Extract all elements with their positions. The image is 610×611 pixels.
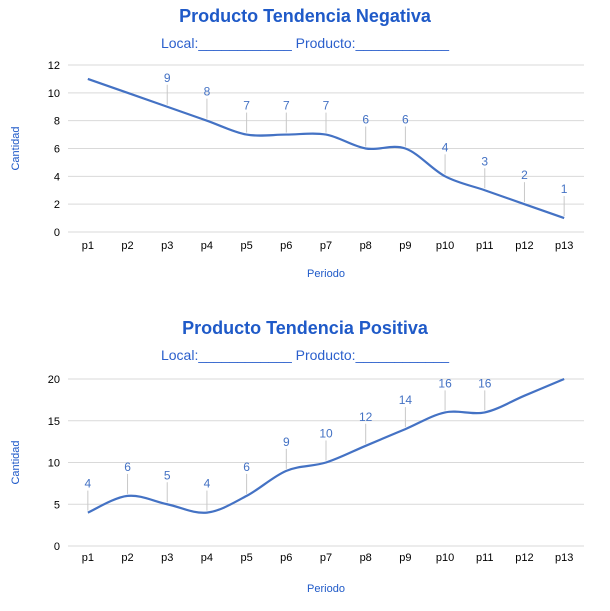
chart-title: Producto Tendencia Positiva — [182, 318, 428, 338]
x-tick-label: p3 — [161, 552, 173, 564]
data-label: 7 — [323, 99, 330, 113]
data-label: 4 — [85, 477, 92, 491]
data-label: 3 — [481, 154, 488, 168]
x-tick-label: p2 — [121, 240, 133, 252]
y-tick-label: 15 — [48, 416, 60, 428]
x-axis-label: Periodo — [307, 583, 345, 595]
y-axis-label: Cantidad — [10, 440, 22, 484]
data-label: 4 — [442, 140, 449, 154]
x-tick-label: p13 — [555, 552, 573, 564]
chart-title: Producto Tendencia Negativa — [179, 6, 431, 26]
x-tick-label: p9 — [399, 240, 411, 252]
y-tick-label: 10 — [48, 458, 60, 470]
x-tick-label: p11 — [476, 552, 494, 564]
data-label: 12 — [359, 410, 373, 424]
x-tick-label: p7 — [320, 240, 332, 252]
chart-subtitle: Local:____________ Producto:____________ — [160, 35, 450, 51]
x-tick-label: p4 — [201, 240, 213, 252]
x-tick-label: p5 — [240, 552, 252, 564]
data-label: 2 — [521, 168, 528, 182]
data-label: 1 — [561, 182, 568, 196]
y-tick-label: 2 — [54, 199, 60, 211]
x-tick-label: p11 — [476, 240, 494, 252]
y-tick-label: 4 — [54, 171, 60, 183]
x-tick-label: p10 — [436, 240, 454, 252]
data-label: 4 — [204, 477, 211, 491]
data-label: 16 — [438, 376, 452, 390]
data-label: 9 — [164, 71, 171, 85]
x-tick-label: p2 — [121, 552, 133, 564]
data-label: 9 — [283, 435, 290, 449]
x-tick-label: p1 — [82, 240, 94, 252]
data-label: 7 — [283, 99, 290, 113]
y-tick-label: 6 — [54, 144, 60, 156]
data-label: 14 — [399, 393, 413, 407]
x-tick-label: p3 — [161, 240, 173, 252]
x-tick-label: p6 — [280, 552, 292, 564]
data-label: 5 — [164, 468, 171, 482]
y-tick-label: 0 — [54, 541, 60, 553]
x-tick-label: p5 — [240, 240, 252, 252]
data-label: 6 — [362, 113, 369, 127]
x-tick-label: p1 — [82, 552, 94, 564]
x-tick-label: p12 — [515, 240, 533, 252]
data-label: 7 — [243, 99, 250, 113]
x-tick-label: p8 — [360, 552, 372, 564]
x-tick-label: p13 — [555, 240, 573, 252]
y-axis-label: Cantidad — [10, 126, 22, 170]
x-tick-label: p8 — [360, 240, 372, 252]
x-tick-label: p12 — [515, 552, 533, 564]
y-tick-label: 10 — [48, 88, 60, 100]
y-tick-label: 12 — [48, 60, 60, 72]
x-tick-label: p7 — [320, 552, 332, 564]
y-tick-label: 5 — [54, 499, 60, 511]
chart-subtitle: Local:____________ Producto:____________ — [160, 347, 450, 363]
data-label: 8 — [204, 85, 211, 99]
x-tick-label: p6 — [280, 240, 292, 252]
y-tick-label: 0 — [54, 227, 60, 239]
x-tick-label: p4 — [201, 552, 213, 564]
data-label: 6 — [402, 113, 409, 127]
y-tick-label: 20 — [48, 374, 60, 386]
x-tick-label: p10 — [436, 552, 454, 564]
y-tick-label: 8 — [54, 116, 60, 128]
data-label: 6 — [243, 460, 250, 474]
x-tick-label: p9 — [399, 552, 411, 564]
data-label: 6 — [124, 460, 131, 474]
data-label: 16 — [478, 376, 492, 390]
x-axis-label: Periodo — [307, 268, 345, 280]
data-label: 10 — [319, 427, 333, 441]
